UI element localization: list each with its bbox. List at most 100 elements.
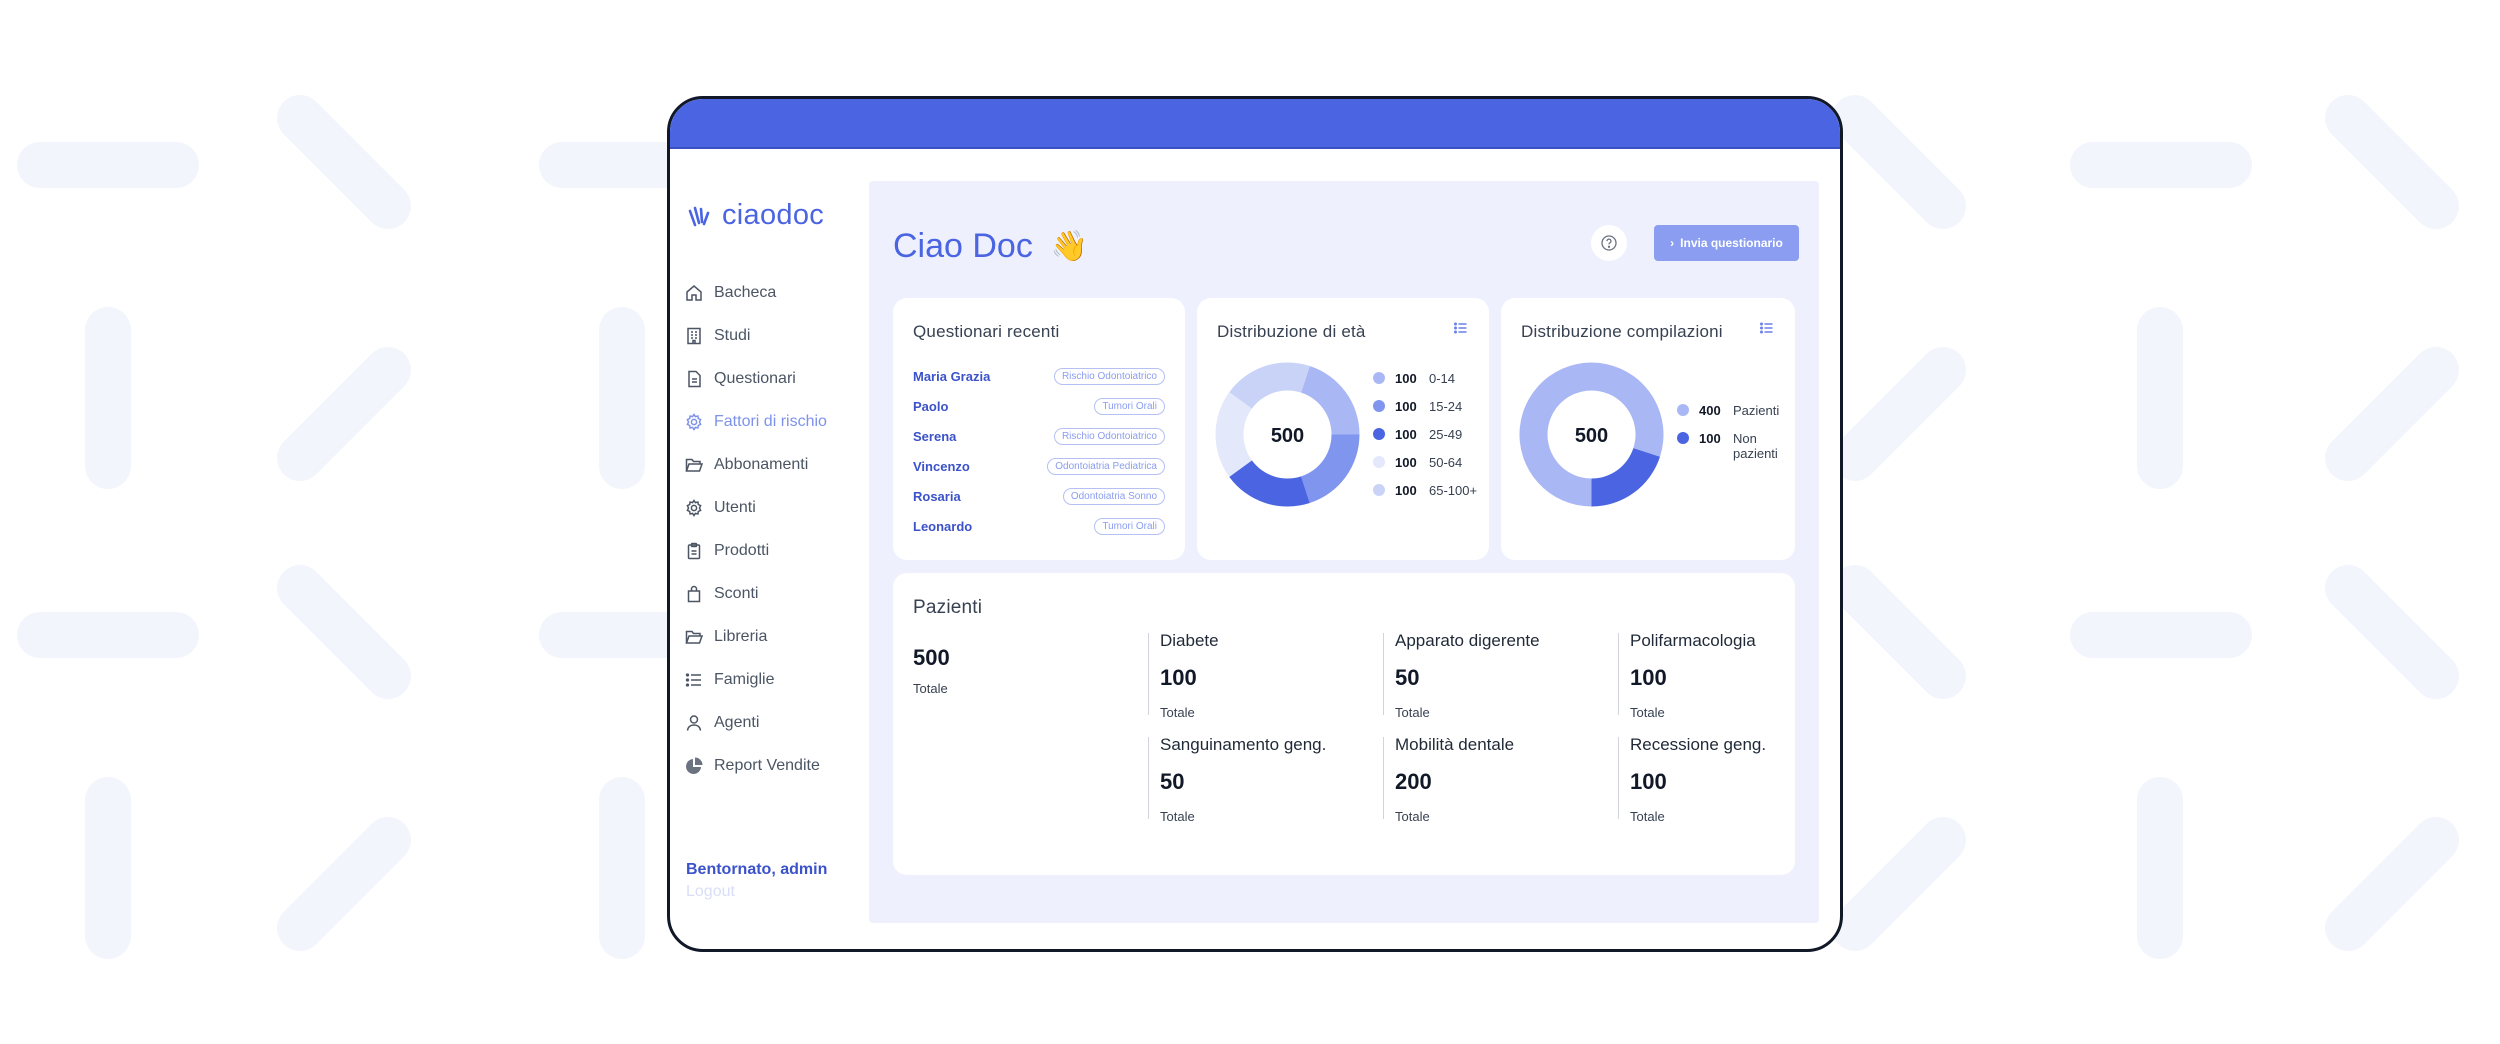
stat-mobilita-dentale: Mobilità dentale 200 Totale — [1395, 735, 1514, 824]
list-item[interactable]: Leonardo Tumori Orali — [913, 515, 1165, 537]
age-distribution-card: Distribuzione di età 500 100 0-14 100 15-2… — [1197, 298, 1489, 560]
gear-icon — [686, 412, 702, 431]
card-title: Distribuzione di età — [1217, 322, 1366, 341]
list-item[interactable]: Rosaria Odontoiatria Sonno — [913, 485, 1165, 507]
folder-open-icon — [685, 630, 704, 644]
age-donut-chart: 500 — [1215, 362, 1360, 507]
legend-label: 0-14 — [1429, 371, 1456, 386]
sidebar-item-sconti[interactable]: Sconti — [684, 572, 827, 615]
sidebar-item-famiglie[interactable]: Famiglie — [684, 658, 827, 701]
legend-item: 100 Non pazienti — [1677, 431, 1789, 461]
age-legend: 100 0-14 100 15-24 100 25-49 100 50-64 100 65… — [1373, 371, 1477, 511]
stat-recessione: Recessione geng. 100 Totale — [1630, 735, 1766, 824]
patient-name: Paolo — [913, 398, 949, 414]
send-questionnaire-button[interactable]: › Invia questionario — [1654, 225, 1799, 261]
list-icon[interactable] — [1759, 320, 1775, 336]
sidebar-nav: Bacheca Studi Questionari Fattori di ris… — [684, 271, 827, 787]
sidebar-item-label: Famiglie — [714, 670, 775, 688]
donut-slice — [1591, 448, 1660, 507]
stat-value: 100 — [1630, 665, 1667, 690]
patient-name: Maria Grazia — [913, 368, 991, 384]
recent-questionnaires-card: Questionari recenti Maria Grazia Rischio… — [893, 298, 1185, 560]
sidebar-item-label: Utenti — [714, 498, 756, 516]
patients-total-label: Totale — [913, 681, 948, 696]
sidebar-item-label: Prodotti — [714, 541, 770, 559]
stat-value: 50 — [1395, 665, 1420, 690]
pie-chart-icon — [686, 757, 703, 774]
stat-name: Apparato digerente — [1395, 631, 1540, 650]
divider — [1148, 633, 1149, 715]
legend-value: 400 — [1699, 403, 1721, 418]
legend-label: 15-24 — [1429, 399, 1463, 414]
stat-label: Totale — [1395, 705, 1430, 720]
sidebar-item-abbonamenti[interactable]: Abbonamenti — [684, 443, 827, 486]
patient-name: Leonardo — [913, 518, 973, 534]
stat-label: Totale — [1395, 809, 1430, 824]
legend-dot — [1373, 428, 1385, 440]
main-panel: Ciao Doc 👋 › Invia questionario Question… — [869, 181, 1819, 923]
legend-item: 100 0-14 — [1373, 371, 1477, 399]
questionnaire-tag: Rischio Odontoiatrico — [1053, 427, 1165, 445]
legend-label: Non pazienti — [1733, 431, 1778, 461]
legend-item: 400 Pazienti — [1677, 403, 1789, 431]
legend-label: Pazienti — [1733, 403, 1780, 418]
sidebar-item-fattori-di-rischio[interactable]: Fattori di rischio — [684, 400, 827, 443]
patient-name: Serena — [913, 428, 957, 444]
list-item[interactable]: Serena Rischio Odontoiatrico — [913, 425, 1165, 447]
sidebar-item-bacheca[interactable]: Bacheca — [684, 271, 827, 314]
legend-value: 100 — [1395, 455, 1417, 470]
sidebar-item-label: Libreria — [714, 627, 768, 645]
card-title: Pazienti — [913, 597, 983, 618]
donut-slice — [1519, 362, 1664, 507]
sidebar-item-prodotti[interactable]: Prodotti — [684, 529, 827, 572]
donut-total: 500 — [1575, 425, 1608, 447]
patients-total-value: 500 — [913, 645, 950, 670]
legend-dot — [1373, 484, 1385, 496]
help-button[interactable] — [1591, 225, 1627, 261]
stat-label: Totale — [1160, 809, 1195, 824]
list-item[interactable]: Maria Grazia Rischio Odontoiatrico — [913, 365, 1165, 387]
list-icon — [685, 672, 701, 687]
legend-label: 25-49 — [1429, 427, 1463, 442]
donut-slice — [1301, 434, 1360, 503]
divider — [1618, 633, 1619, 715]
list-item[interactable]: Paolo Tumori Orali — [913, 395, 1165, 417]
legend-value: 100 — [1395, 371, 1417, 386]
building-icon — [687, 327, 701, 344]
sidebar-item-label: Studi — [714, 326, 751, 344]
list-icon[interactable] — [1453, 320, 1469, 336]
sidebar-item-agenti[interactable]: Agenti — [684, 701, 827, 744]
sidebar-item-utenti[interactable]: Utenti — [684, 486, 827, 529]
legend-item: 100 15-24 — [1373, 399, 1477, 427]
bag-icon — [687, 585, 701, 602]
questionnaire-tag: Tumori Orali — [1094, 517, 1165, 535]
welcome-text: Bentornato, admin — [686, 861, 828, 878]
hand-wave-logo-icon — [688, 206, 710, 226]
stat-name: Diabete — [1160, 631, 1219, 650]
stat-name: Recessione geng. — [1630, 735, 1767, 754]
stat-value: 100 — [1160, 665, 1197, 690]
questionnaire-tag: Tumori Orali — [1094, 397, 1165, 415]
sidebar-item-questionari[interactable]: Questionari — [684, 357, 827, 400]
sidebar-item-label: Agenti — [714, 713, 760, 731]
sidebar-item-libreria[interactable]: Libreria — [684, 615, 827, 658]
stat-label: Totale — [1160, 705, 1195, 720]
legend-dot — [1373, 400, 1385, 412]
sidebar-item-studi[interactable]: Studi — [684, 314, 827, 357]
patient-name: Vincenzo — [913, 458, 970, 474]
send-questionnaire-label: Invia questionario — [1680, 236, 1783, 250]
legend-item: 100 25-49 — [1373, 427, 1477, 455]
legend-label: 65-100+ — [1429, 483, 1478, 498]
legend-value: 100 — [1395, 427, 1417, 442]
sidebar-item-label: Sconti — [714, 584, 759, 602]
legend-dot — [1677, 404, 1689, 416]
brand-logo[interactable]: ciaodoc — [686, 199, 824, 232]
window-top-bar — [670, 99, 1840, 149]
legend-item: 100 65-100+ — [1373, 483, 1477, 511]
sidebar-item-report-vendite[interactable]: Report Vendite — [684, 744, 827, 787]
logout-link[interactable]: Logout — [686, 883, 735, 900]
sidebar-item-label: Report Vendite — [714, 756, 820, 774]
divider — [1383, 737, 1384, 819]
list-item[interactable]: Vincenzo Odontoiatria Pediatrica — [913, 455, 1165, 477]
